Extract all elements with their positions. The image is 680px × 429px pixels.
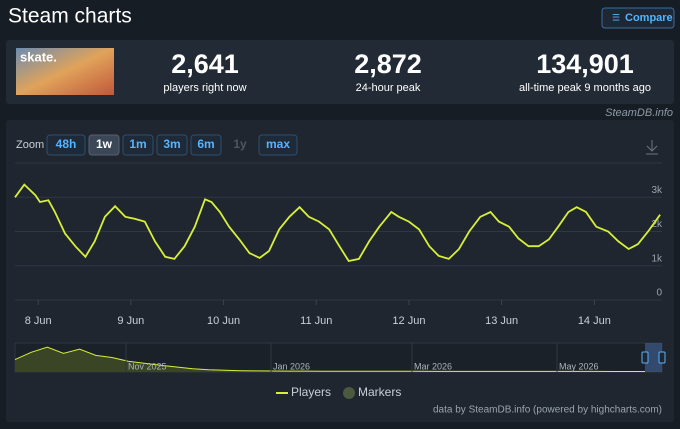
- navigator-window[interactable]: [645, 343, 662, 372]
- thumbnail-logo: skate.: [20, 49, 57, 64]
- x-tick-label: 8 Jun: [25, 315, 52, 327]
- page-title: Steam charts: [8, 5, 132, 28]
- chart-panel: [6, 120, 674, 422]
- navigator-label: Nov 2025: [128, 361, 167, 371]
- x-tick-label: 12 Jun: [392, 315, 425, 327]
- x-tick-label: 10 Jun: [207, 315, 240, 327]
- x-tick-label: 11 Jun: [300, 315, 332, 327]
- series-line: [14, 183, 661, 263]
- legend-label[interactable]: Markers: [358, 385, 401, 399]
- compare-icon: ☰: [612, 12, 620, 22]
- legend-label[interactable]: Players: [291, 385, 331, 399]
- y-tick-label: 2k: [651, 219, 663, 230]
- legend-swatch: [343, 387, 355, 399]
- zoom-button[interactable]: [190, 134, 222, 156]
- zoom-button[interactable]: [46, 134, 86, 156]
- download-icon[interactable]: [646, 140, 658, 155]
- zoom-button[interactable]: [122, 134, 154, 156]
- navigator-handle[interactable]: [658, 351, 666, 364]
- zoom-button[interactable]: [88, 134, 120, 156]
- x-tick-label: 14 Jun: [578, 315, 611, 327]
- zoom-button[interactable]: [156, 134, 188, 156]
- navigator-label: May 2026: [559, 361, 599, 371]
- x-tick-label: 13 Jun: [485, 315, 518, 327]
- zoom-option[interactable]: max: [266, 137, 290, 151]
- stats-panel: [6, 40, 674, 104]
- zoom-button[interactable]: [258, 134, 298, 156]
- compare-button[interactable]: [601, 7, 675, 29]
- navigator-label: Jan 2026: [273, 361, 310, 371]
- zoom-option[interactable]: 6m: [197, 137, 214, 151]
- compare-label[interactable]: Compare: [625, 12, 673, 24]
- stat-label: players right now: [163, 82, 246, 94]
- navigator-area: [15, 347, 645, 372]
- credits[interactable]: data by SteamDB.info (powered by highcha…: [433, 405, 662, 416]
- source-label[interactable]: SteamDB.info: [605, 107, 673, 119]
- game-thumbnail[interactable]: [16, 48, 114, 95]
- stat-value: 134,901: [536, 49, 634, 79]
- y-tick-label: 0: [656, 288, 662, 299]
- zoom-option: 1y: [233, 137, 247, 151]
- stat-value: 2,872: [354, 49, 422, 79]
- zoom-option[interactable]: 1w: [96, 137, 113, 151]
- navigator-handle[interactable]: [641, 351, 649, 364]
- zoom-option[interactable]: 48h: [56, 137, 77, 151]
- stat-label: all-time peak 9 months ago: [519, 82, 651, 94]
- y-tick-label: 3k: [651, 185, 663, 196]
- navigator-line: [14, 346, 645, 372]
- navigator-label: Mar 2026: [414, 361, 452, 371]
- zoom-option[interactable]: 3m: [163, 137, 180, 151]
- y-tick-label: 1k: [651, 253, 663, 264]
- x-tick-label: 9 Jun: [117, 315, 144, 327]
- stat-label: 24-hour peak: [356, 82, 421, 94]
- zoom-label: Zoom: [16, 139, 44, 151]
- zoom-option[interactable]: 1m: [129, 137, 146, 151]
- stat-value: 2,641: [171, 49, 239, 79]
